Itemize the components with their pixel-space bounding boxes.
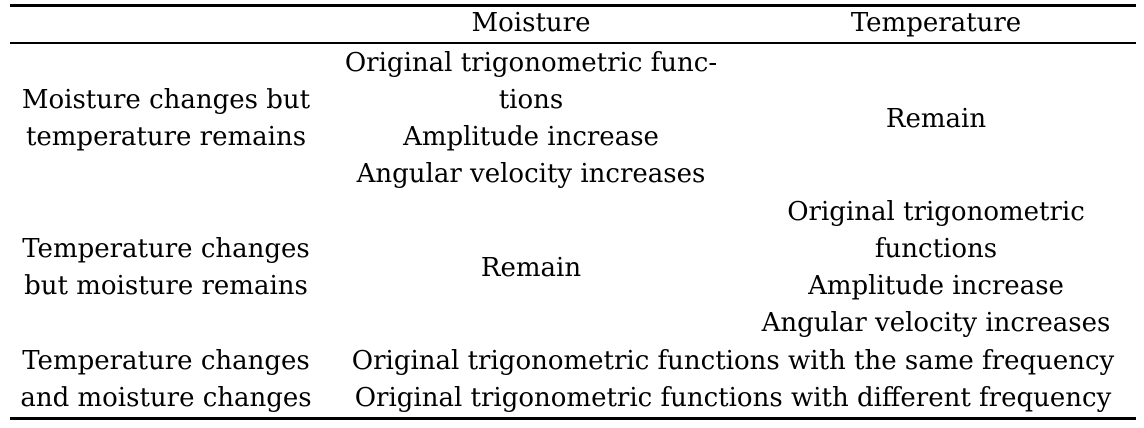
row-2-label-line-2: but moisture remains	[24, 271, 308, 301]
row-1-moisture-cell: Original trigonometric func- tions Ampli…	[330, 44, 732, 194]
row-3-label-line-2: and moisture changes	[20, 382, 312, 413]
row-2-temperature-line-2: functions	[874, 234, 998, 264]
top-rule	[10, 4, 1136, 7]
row-2-temperature-line-3: Amplitude increase	[808, 271, 1064, 301]
row-2-moisture-line-1: Remain	[480, 252, 582, 283]
row-3-label-line-1: Temperature changes	[22, 345, 310, 376]
row-3-combined-cell: Original trigonometric functions with th…	[330, 342, 1136, 417]
row-2-temperature-line-4: Angular velocity increases	[761, 308, 1111, 338]
row-2-temperature-cell: Original trigonometric functions Amplitu…	[736, 194, 1136, 342]
row-1-label-line-2: temperature remains	[25, 122, 307, 152]
row-3-label: Temperature changes and moisture changes	[10, 342, 322, 417]
header-temperature-text: Temperature	[850, 7, 1022, 38]
header-rule	[10, 42, 1136, 44]
row-1-temperature-cell: Remain	[736, 44, 1136, 194]
row-1-moisture-line-2: tions	[498, 85, 564, 115]
row-1-moisture-line-1: Original trigonometric func-	[344, 48, 718, 78]
row-1-label: Moisture changes but temperature remains	[10, 44, 322, 194]
row-3-combined-line-1: Original trigonometric functions with th…	[351, 345, 1115, 376]
bottom-rule	[10, 417, 1136, 420]
row-1-moisture-line-3: Amplitude increase	[403, 122, 659, 152]
row-2-moisture-cell: Remain	[330, 194, 732, 342]
row-3-combined-line-2: Original trigonometric functions with di…	[354, 382, 1112, 413]
header-moisture-text: Moisture	[471, 7, 591, 38]
row-2-temperature-line-1: Original trigonometric	[787, 197, 1085, 227]
row-1-temperature-line-1: Remain	[885, 103, 987, 134]
row-1-moisture-line-4: Angular velocity increases	[356, 159, 706, 189]
row-2-label-line-1: Temperature changes	[22, 234, 310, 264]
row-2-label: Temperature changes but moisture remains	[10, 194, 322, 342]
header-moisture: Moisture	[330, 4, 732, 42]
row-1-label-line-1: Moisture changes but	[21, 85, 311, 115]
header-temperature: Temperature	[736, 4, 1136, 42]
